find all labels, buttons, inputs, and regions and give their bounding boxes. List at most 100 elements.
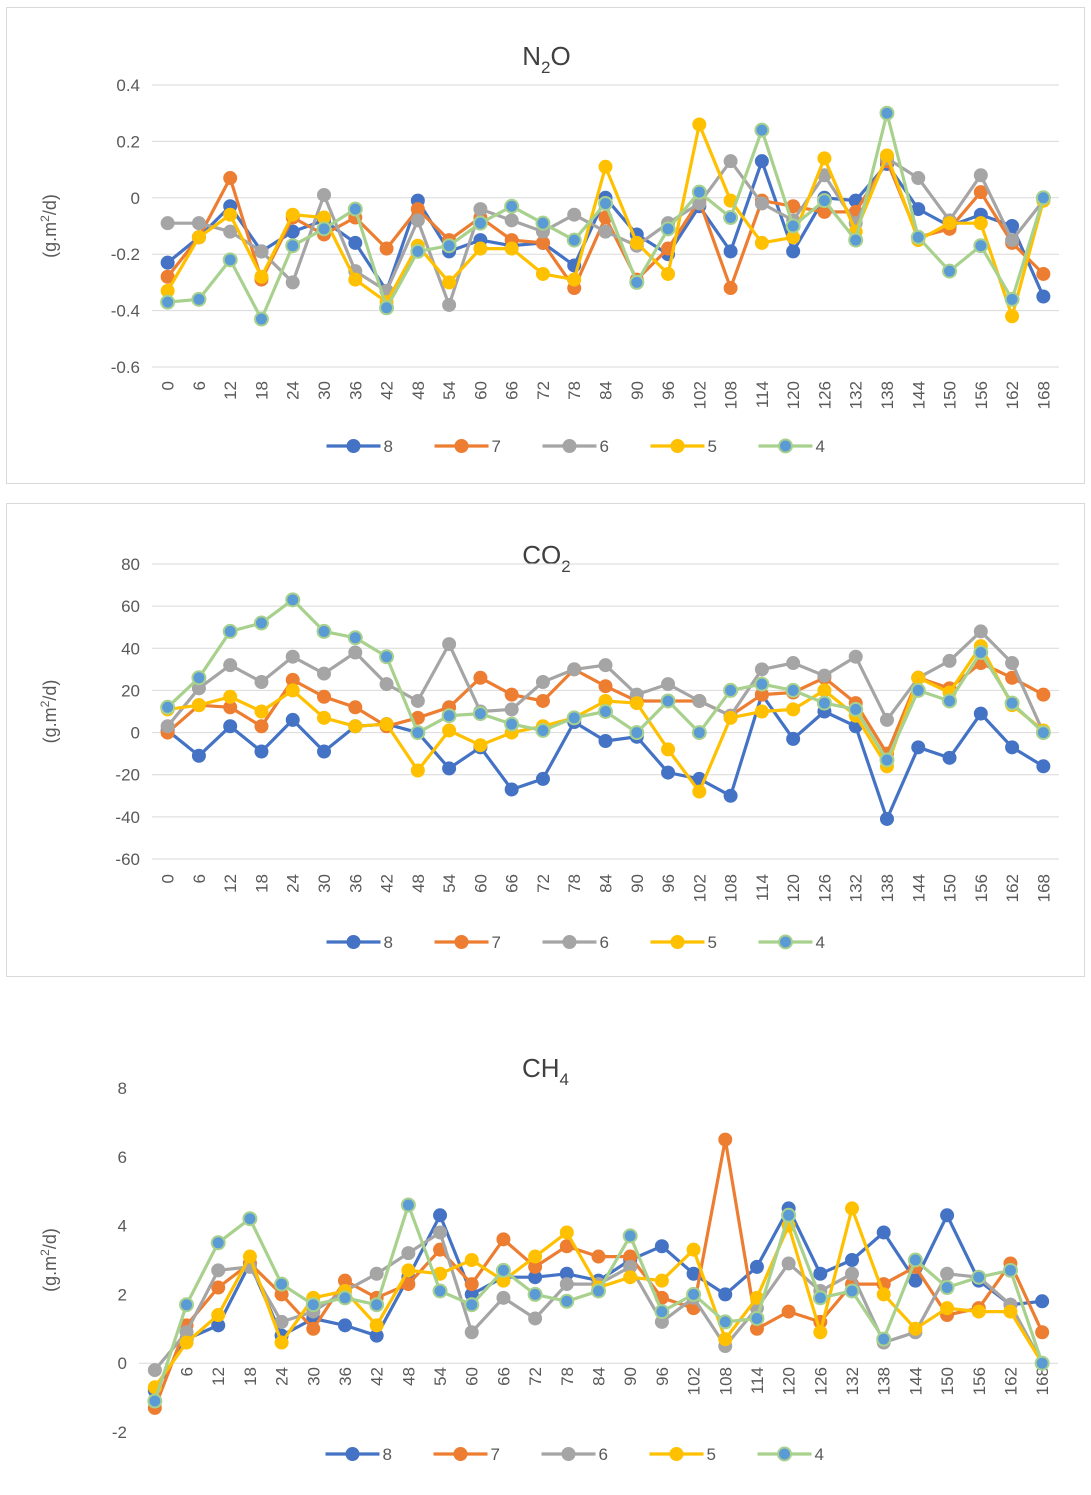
x-tick-label: 150 — [941, 381, 960, 409]
y-tick-label: -0.6 — [111, 358, 140, 377]
series-5-point — [971, 1304, 986, 1319]
series-5-point — [223, 689, 238, 704]
series-7-point — [473, 670, 488, 685]
y-tick-label: -0.2 — [111, 245, 140, 264]
y-axis-label-sup: 2 — [38, 215, 52, 222]
series-4-point — [1035, 725, 1051, 741]
series-5-point — [211, 1308, 226, 1323]
series-6-point — [754, 196, 769, 211]
series-4-point — [472, 706, 488, 722]
x-tick-label: 132 — [843, 1367, 862, 1395]
x-tick-label: 168 — [1034, 874, 1053, 902]
series-4-point — [879, 752, 895, 768]
series-4-point — [495, 1262, 511, 1278]
x-tick-label: 102 — [685, 1367, 704, 1395]
x-tick-label: 78 — [558, 1367, 577, 1386]
series-5-point — [473, 241, 488, 256]
series-5-point — [348, 272, 363, 287]
legend-swatch-marker — [346, 935, 361, 949]
x-tick-label: 84 — [597, 381, 616, 400]
x-tick-label: 132 — [847, 381, 866, 409]
series-4-point — [566, 710, 582, 726]
y-tick-label: 4 — [118, 1217, 127, 1236]
legend-item-5: 5 — [650, 933, 717, 952]
series-5-point — [442, 723, 457, 738]
co2-chart-panel: CO2 -60 -40 -20 0 20 40 60 80 (g.m2/d) 0 6 12 18 24 30 3… — [6, 503, 1085, 977]
series-5-point — [754, 235, 769, 250]
series-5-point — [817, 151, 832, 166]
series-7-point — [211, 1280, 226, 1295]
series-4-point — [591, 1283, 606, 1299]
x-tick-label: 84 — [597, 874, 616, 893]
x-tick-label: 54 — [440, 874, 459, 893]
y-axis-label: (g.m2/d) — [38, 680, 60, 744]
series-8-point — [348, 235, 363, 250]
series-5-point — [274, 1335, 289, 1350]
series-4-point — [660, 221, 676, 237]
x-tick-label: 48 — [409, 381, 428, 400]
x-tick-label: 138 — [875, 1367, 894, 1395]
series-4-point — [622, 1228, 638, 1244]
series-6-point — [973, 168, 988, 183]
series-5-point — [718, 1332, 733, 1347]
x-tick-label: 156 — [970, 1367, 989, 1395]
x-tick-label: 126 — [815, 381, 834, 409]
series-4-point — [723, 210, 739, 226]
series-4-point — [441, 238, 457, 254]
x-tick-label: 90 — [628, 874, 647, 893]
y-tick-label: -0.4 — [111, 302, 140, 321]
series-4-point — [754, 122, 770, 138]
series-5-point — [179, 1335, 194, 1350]
series-4-point — [629, 725, 645, 741]
chart-title: CO2 — [522, 540, 570, 576]
x-tick-label: 18 — [252, 381, 271, 400]
series-8-point — [504, 782, 519, 797]
legend-swatch-marker — [454, 935, 469, 949]
x-tick-label: 102 — [690, 381, 709, 409]
series-4-point — [347, 630, 363, 646]
series-7-point — [1036, 687, 1051, 702]
chart-svg: CH4-202468(g.m2/d)0612182430364248546066… — [38, 1053, 1058, 1464]
series-5-point — [661, 742, 676, 757]
series-8-point — [813, 1266, 828, 1281]
series-8-point — [433, 1208, 448, 1223]
x-tick-label: 156 — [972, 381, 991, 409]
series-5-point — [473, 738, 488, 753]
x-tick-label: 60 — [471, 874, 490, 893]
chart-title-subscript: 2 — [561, 557, 570, 576]
series-4-point — [535, 722, 551, 738]
series-8-point — [654, 1239, 669, 1254]
series-4-point — [432, 1283, 448, 1299]
series-5-point — [876, 1287, 891, 1302]
x-tick-label: 30 — [315, 381, 334, 400]
series-8-point — [879, 811, 894, 826]
series-4-point — [723, 682, 739, 698]
series-5-point — [817, 683, 832, 698]
legend-swatch-marker — [778, 438, 793, 454]
series-6-point — [848, 649, 863, 664]
legend-swatch-marker — [345, 1447, 360, 1461]
series-4-point — [400, 1197, 416, 1213]
series-5-point — [661, 266, 676, 281]
legend-label: 5 — [708, 933, 717, 952]
x-tick-label: 132 — [847, 874, 866, 902]
y-tick-label: 0.2 — [116, 132, 140, 151]
series-8-point — [1035, 1294, 1050, 1309]
series-4-point — [907, 1252, 923, 1268]
chart-title-base: N — [522, 41, 541, 71]
x-tick-label: 96 — [653, 1367, 672, 1386]
series-6-point — [781, 1256, 796, 1271]
series-5-point — [1005, 309, 1020, 324]
x-tick-label: 156 — [972, 874, 991, 902]
x-tick-label: 42 — [368, 1367, 387, 1386]
series-8-point — [661, 765, 676, 780]
x-tick-label: 114 — [753, 381, 772, 408]
y-tick-label: 0 — [131, 724, 140, 743]
series-4-point — [410, 243, 426, 259]
legend-item-6: 6 — [542, 437, 609, 456]
series-4-point — [1002, 1262, 1018, 1278]
series-4-point — [848, 232, 864, 248]
series-4-point — [1004, 695, 1020, 711]
series-6-point — [433, 1225, 448, 1240]
